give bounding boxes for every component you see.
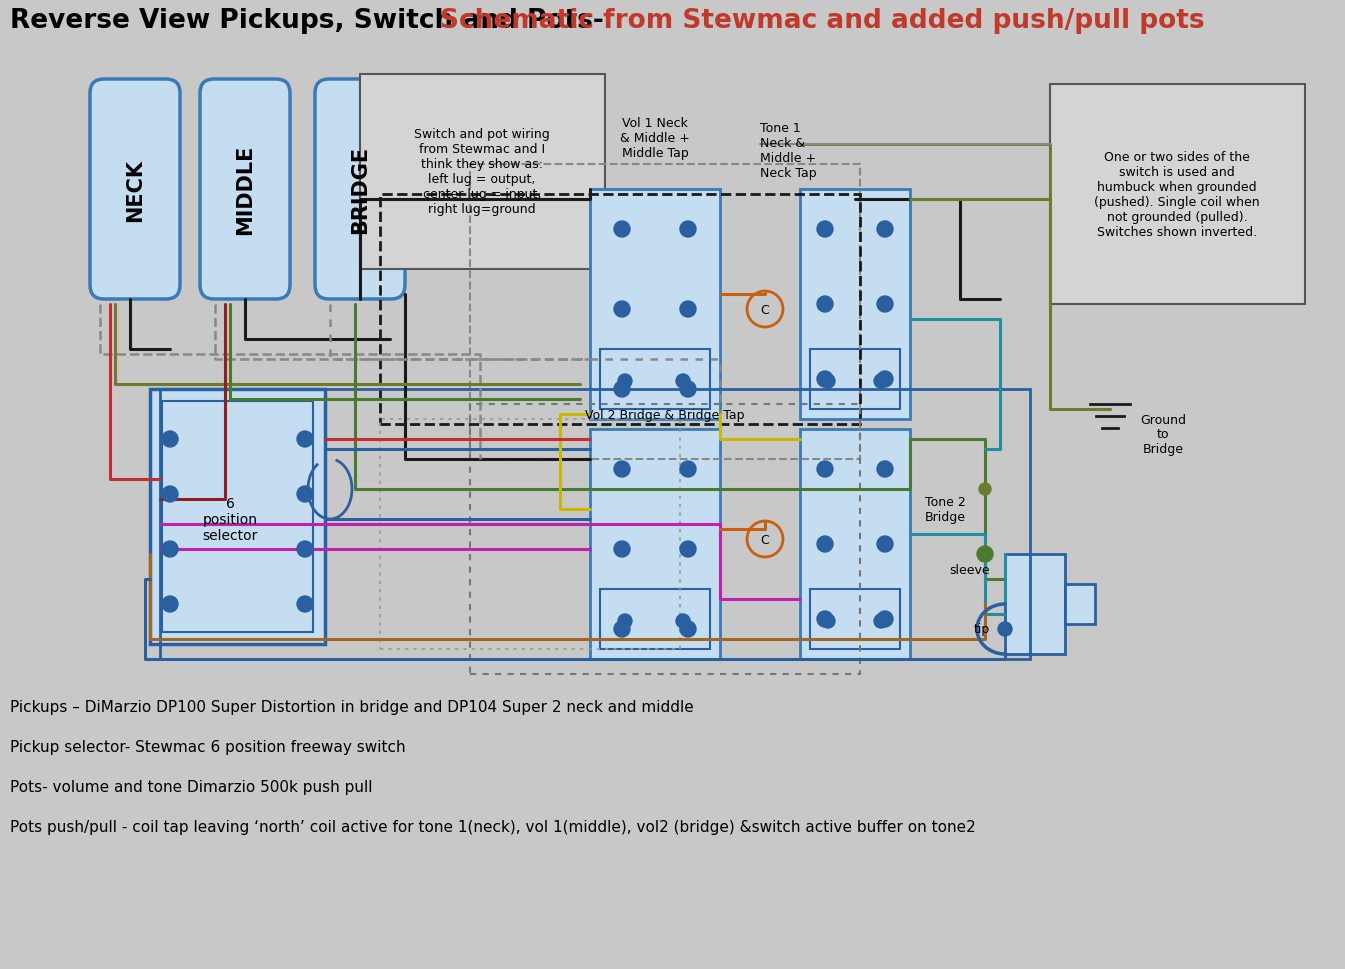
Circle shape xyxy=(681,222,695,237)
Circle shape xyxy=(816,372,833,388)
Bar xyxy=(161,401,313,633)
Circle shape xyxy=(816,297,833,313)
Circle shape xyxy=(681,621,695,638)
Circle shape xyxy=(617,375,632,389)
Bar xyxy=(1005,554,1065,654)
Bar xyxy=(590,190,720,420)
Text: Switch and pot wiring
from Stewmac and I
think they show as:
left lug = output,
: Switch and pot wiring from Stewmac and I… xyxy=(414,128,550,216)
Circle shape xyxy=(677,614,690,628)
Bar xyxy=(381,195,859,424)
Text: Pickups – DiMarzio DP100 Super Distortion in bridge and DP104 Super 2 neck and m: Pickups – DiMarzio DP100 Super Distortio… xyxy=(9,700,694,714)
Bar xyxy=(800,190,911,420)
Circle shape xyxy=(877,537,893,552)
Circle shape xyxy=(677,375,690,389)
FancyBboxPatch shape xyxy=(90,79,180,299)
Text: Pots- volume and tone Dimarzio 500k push pull: Pots- volume and tone Dimarzio 500k push… xyxy=(9,779,373,795)
Text: C: C xyxy=(761,533,769,546)
Circle shape xyxy=(816,222,833,237)
Text: tip: tip xyxy=(974,623,990,636)
Circle shape xyxy=(816,537,833,552)
Circle shape xyxy=(615,621,629,638)
Bar xyxy=(810,589,900,649)
Circle shape xyxy=(816,461,833,478)
Text: Reverse View Pickups, Switch and Pots-: Reverse View Pickups, Switch and Pots- xyxy=(9,8,613,34)
Text: BRIDGE: BRIDGE xyxy=(350,145,370,234)
Circle shape xyxy=(615,382,629,397)
Bar xyxy=(800,429,911,659)
Circle shape xyxy=(681,461,695,478)
Circle shape xyxy=(161,596,178,612)
Circle shape xyxy=(161,486,178,503)
Bar xyxy=(469,405,859,674)
Circle shape xyxy=(877,372,893,388)
Circle shape xyxy=(161,542,178,557)
Circle shape xyxy=(297,542,313,557)
Circle shape xyxy=(877,222,893,237)
Circle shape xyxy=(976,547,993,562)
Bar xyxy=(160,390,1030,659)
Text: Ground
to
Bridge: Ground to Bridge xyxy=(1141,413,1186,456)
Bar xyxy=(600,589,710,649)
Bar xyxy=(381,420,681,649)
Circle shape xyxy=(615,461,629,478)
FancyBboxPatch shape xyxy=(200,79,291,299)
Bar xyxy=(590,429,720,659)
Bar xyxy=(1050,85,1305,304)
Text: MIDDLE: MIDDLE xyxy=(235,144,256,234)
Text: NECK: NECK xyxy=(125,158,145,221)
Text: Vol 2 Bridge & Bridge Tap: Vol 2 Bridge & Bridge Tap xyxy=(585,409,745,422)
Bar xyxy=(151,390,325,644)
Circle shape xyxy=(681,301,695,318)
Text: Schematic from Stewmac and added push/pull pots: Schematic from Stewmac and added push/pu… xyxy=(440,8,1205,34)
FancyBboxPatch shape xyxy=(315,79,405,299)
Circle shape xyxy=(615,542,629,557)
Circle shape xyxy=(877,297,893,313)
Circle shape xyxy=(874,375,888,389)
Circle shape xyxy=(998,622,1011,637)
Bar xyxy=(810,350,900,410)
Circle shape xyxy=(874,614,888,628)
Circle shape xyxy=(297,596,313,612)
Text: Vol 1 Neck
& Middle +
Middle Tap: Vol 1 Neck & Middle + Middle Tap xyxy=(620,117,690,160)
Circle shape xyxy=(979,484,991,495)
Circle shape xyxy=(617,614,632,628)
Circle shape xyxy=(877,611,893,627)
Circle shape xyxy=(820,375,835,389)
Bar xyxy=(360,75,605,269)
Text: Tone 2
Bridge: Tone 2 Bridge xyxy=(925,495,966,523)
Circle shape xyxy=(297,431,313,448)
Circle shape xyxy=(877,461,893,478)
Circle shape xyxy=(681,542,695,557)
Circle shape xyxy=(161,431,178,448)
Bar xyxy=(469,165,859,459)
Bar xyxy=(600,350,710,410)
Circle shape xyxy=(820,614,835,628)
Text: 6
position
selector: 6 position selector xyxy=(202,496,258,543)
Circle shape xyxy=(816,611,833,627)
Bar xyxy=(1065,584,1095,624)
Circle shape xyxy=(297,486,313,503)
Text: Pots push/pull - coil tap leaving ‘north’ coil active for tone 1(neck), vol 1(mi: Pots push/pull - coil tap leaving ‘north… xyxy=(9,819,975,834)
Text: Pickup selector- Stewmac 6 position freeway switch: Pickup selector- Stewmac 6 position free… xyxy=(9,739,406,754)
Text: C: C xyxy=(761,303,769,316)
Circle shape xyxy=(615,222,629,237)
Text: sleeve: sleeve xyxy=(950,563,990,576)
Text: One or two sides of the
switch is used and
humbuck when grounded
(pushed). Singl: One or two sides of the switch is used a… xyxy=(1095,151,1260,238)
Circle shape xyxy=(615,301,629,318)
Text: Tone 1
Neck &
Middle +
Neck Tap: Tone 1 Neck & Middle + Neck Tap xyxy=(760,122,816,180)
Circle shape xyxy=(681,382,695,397)
